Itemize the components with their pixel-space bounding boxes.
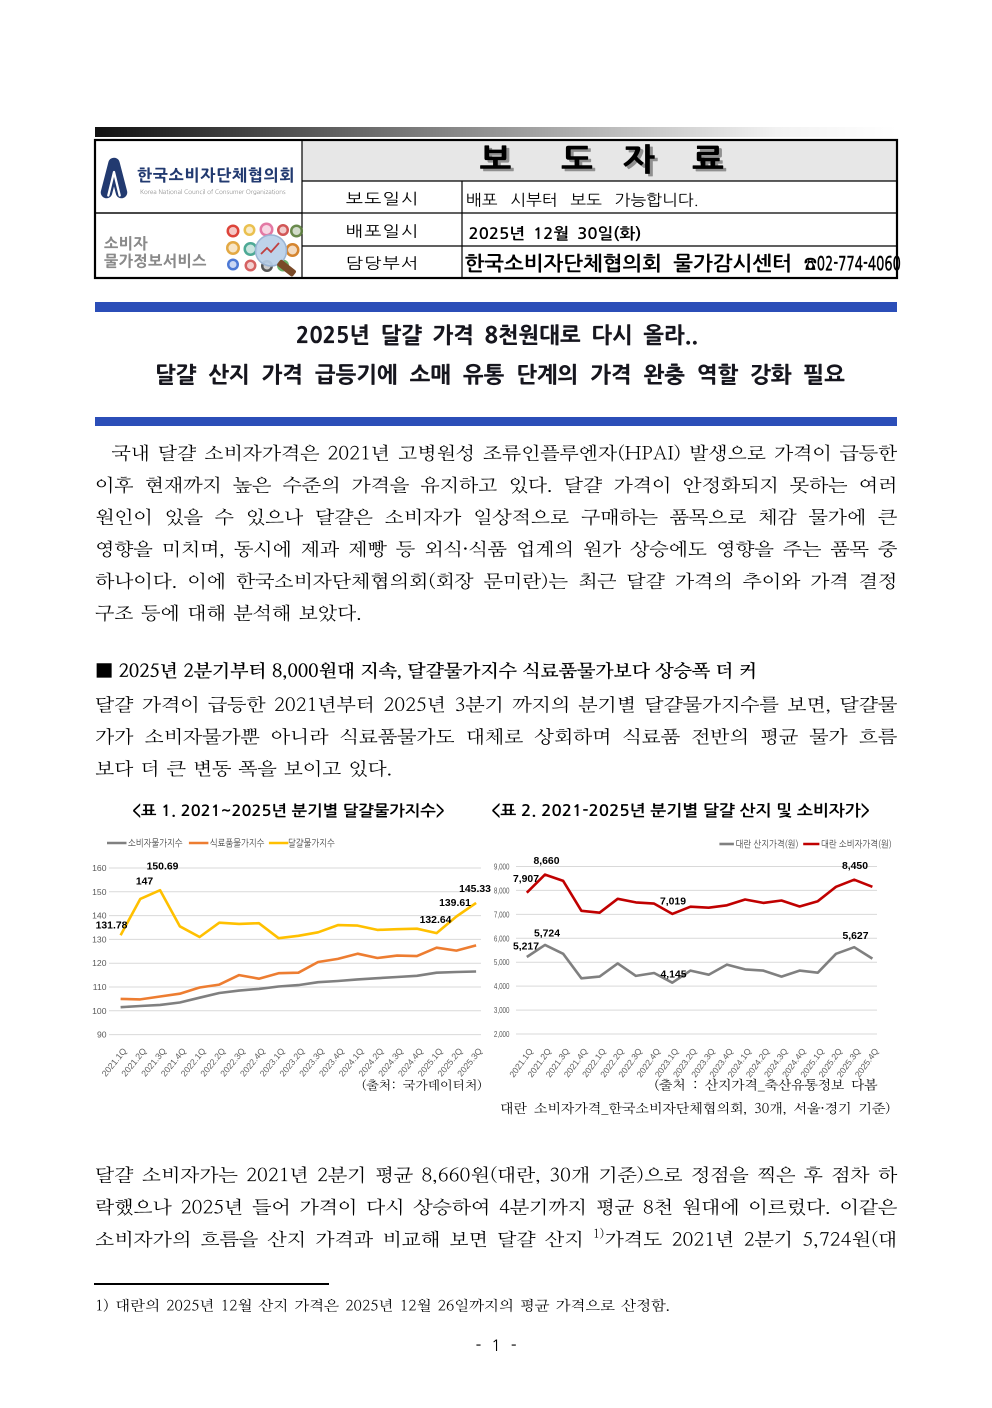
svg-text:5,217: 5,217 xyxy=(513,942,539,953)
svg-text:6,000: 6,000 xyxy=(494,933,510,943)
svg-text:147: 147 xyxy=(136,877,154,888)
svg-text:120: 120 xyxy=(92,958,107,968)
svg-text:150: 150 xyxy=(92,887,107,897)
svg-text:130: 130 xyxy=(92,934,107,944)
svg-text:90: 90 xyxy=(97,1030,107,1040)
svg-text:132.64: 132.64 xyxy=(420,915,452,926)
svg-text:7,019: 7,019 xyxy=(660,897,686,908)
svg-text:139.61: 139.61 xyxy=(439,898,471,909)
svg-text:100: 100 xyxy=(92,1006,107,1016)
svg-text:5,000: 5,000 xyxy=(494,957,510,967)
svg-text:2,000: 2,000 xyxy=(494,1029,510,1039)
svg-text:9,000: 9,000 xyxy=(494,862,510,872)
svg-text:131.78: 131.78 xyxy=(96,921,128,932)
svg-text:145.33: 145.33 xyxy=(459,884,491,895)
svg-text:8,000: 8,000 xyxy=(494,885,510,895)
svg-text:4,000: 4,000 xyxy=(494,981,510,991)
svg-text:110: 110 xyxy=(93,982,107,992)
svg-text:5,627: 5,627 xyxy=(842,931,868,942)
svg-text:4,145: 4,145 xyxy=(660,969,686,980)
svg-text:7,907: 7,907 xyxy=(513,874,539,885)
svg-text:5,724: 5,724 xyxy=(534,929,560,940)
svg-text:8,660: 8,660 xyxy=(533,856,559,867)
svg-text:150.69: 150.69 xyxy=(147,862,179,873)
svg-text:8,450: 8,450 xyxy=(842,861,868,872)
svg-text:7,000: 7,000 xyxy=(494,909,510,919)
svg-text:140: 140 xyxy=(92,911,107,921)
svg-text:3,000: 3,000 xyxy=(494,1005,510,1015)
svg-text:160: 160 xyxy=(92,863,107,873)
